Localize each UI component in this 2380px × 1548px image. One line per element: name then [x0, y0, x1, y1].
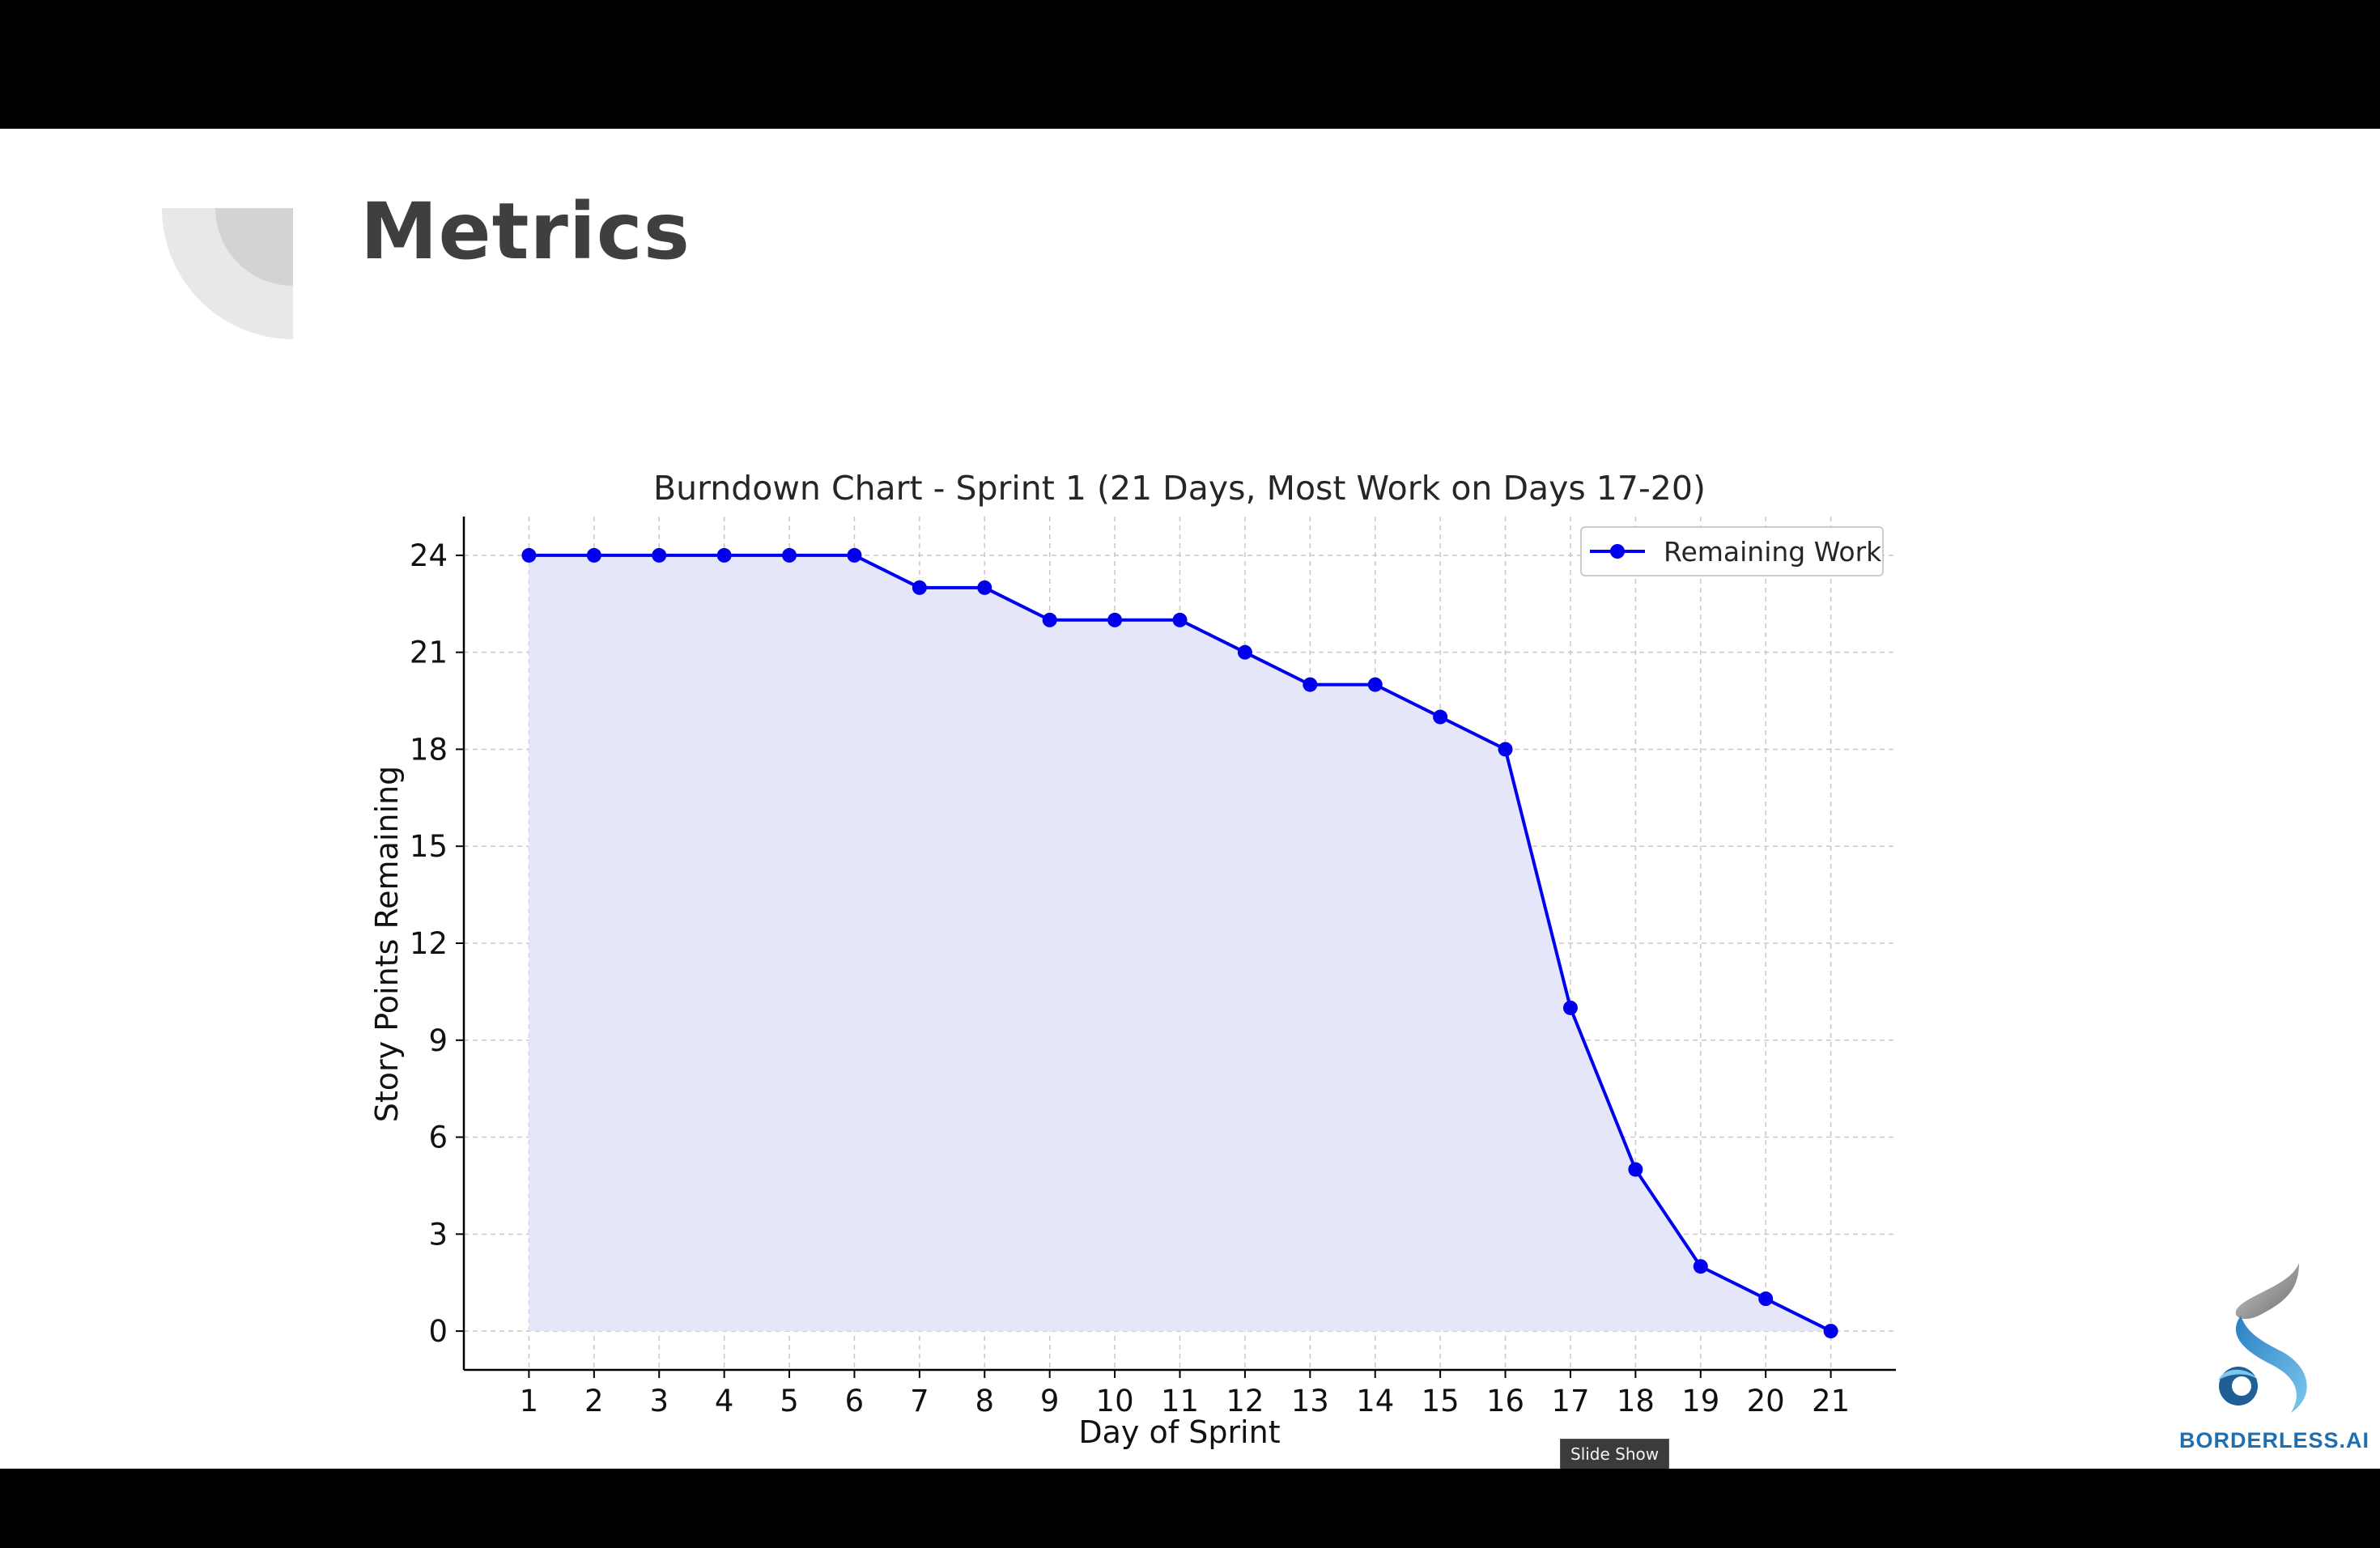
- x-tick-label-1: 1: [520, 1384, 539, 1418]
- x-tick-label-19: 19: [1681, 1384, 1719, 1418]
- x-tick-label-21: 21: [1812, 1384, 1850, 1418]
- legend: Remaining Work: [1580, 526, 1884, 576]
- y-tick-label-6: 6: [428, 1121, 448, 1155]
- chart-title: Burndown Chart - Sprint 1 (21 Days, Most…: [653, 469, 1706, 508]
- x-tick-label-13: 13: [1291, 1384, 1329, 1418]
- legend-marker-sample: [1610, 544, 1625, 559]
- data-point-day-4: [716, 547, 732, 563]
- data-point-day-21: [1823, 1324, 1838, 1339]
- y-tick-label-12: 12: [410, 926, 448, 961]
- data-point-day-9: [1042, 612, 1057, 627]
- y-tick-label-9: 9: [428, 1023, 448, 1058]
- data-point-day-8: [977, 580, 992, 595]
- data-point-day-2: [586, 547, 601, 563]
- y-tick-label-18: 18: [410, 732, 448, 767]
- data-point-day-20: [1758, 1291, 1774, 1307]
- data-point-day-6: [847, 547, 862, 563]
- y-tick-label-21: 21: [410, 636, 448, 670]
- top-letterbox-bar: [0, 0, 2380, 129]
- slide-show-tooltip: Slide Show: [1560, 1439, 1670, 1469]
- x-tick-label-8: 8: [975, 1384, 994, 1418]
- slide-title: Metrics: [360, 186, 691, 277]
- x-tick-label-15: 15: [1422, 1384, 1460, 1418]
- x-tick-label-4: 4: [715, 1384, 734, 1418]
- x-tick-label-16: 16: [1486, 1384, 1524, 1418]
- x-tick-label-6: 6: [845, 1384, 865, 1418]
- data-point-day-16: [1498, 742, 1513, 757]
- y-tick-label-0: 0: [428, 1314, 448, 1349]
- logo-text: BORDERLESS.AI: [2179, 1428, 2370, 1452]
- x-tick-label-3: 3: [649, 1384, 669, 1418]
- x-tick-label-12: 12: [1226, 1384, 1264, 1418]
- series-remaining-work: [521, 547, 1838, 1339]
- y-tick-label-15: 15: [410, 829, 448, 864]
- x-tick-label-2: 2: [584, 1384, 604, 1418]
- legend-label: Remaining Work: [1664, 536, 1882, 568]
- x-tick-label-18: 18: [1617, 1384, 1655, 1418]
- y-tick-label-24: 24: [410, 538, 448, 573]
- data-point-day-5: [782, 547, 797, 563]
- borderless-ai-logo-icon: [2218, 1263, 2307, 1413]
- data-point-day-15: [1433, 709, 1448, 725]
- x-tick-label-20: 20: [1747, 1384, 1785, 1418]
- x-tick-label-9: 9: [1040, 1384, 1060, 1418]
- legend-box: [1580, 526, 1884, 576]
- data-point-day-14: [1367, 677, 1383, 692]
- data-point-day-17: [1562, 1000, 1578, 1015]
- x-tick-label-11: 11: [1161, 1384, 1199, 1418]
- x-axis-label: Day of Sprint: [1078, 1414, 1280, 1450]
- data-point-day-1: [521, 547, 537, 563]
- data-point-day-13: [1303, 677, 1318, 692]
- x-tick-label-17: 17: [1551, 1384, 1589, 1418]
- data-point-day-18: [1628, 1162, 1643, 1177]
- x-tick-label-10: 10: [1096, 1384, 1134, 1418]
- data-point-day-11: [1172, 612, 1188, 627]
- data-point-day-3: [652, 547, 667, 563]
- data-point-day-7: [912, 580, 927, 595]
- x-tick-label-7: 7: [910, 1384, 929, 1418]
- y-tick-label-3: 3: [428, 1217, 448, 1252]
- y-axis-label: Story Points Remaining: [369, 766, 405, 1122]
- tick-labels: 1 2 3 4 5 6 7 8 9 10 11 12 13 14 15 16 17 18 19 20 210369121…: [410, 538, 1850, 1418]
- data-point-day-12: [1237, 644, 1252, 660]
- bottom-letterbox-bar: [0, 1469, 2380, 1548]
- x-tick-label-14: 14: [1356, 1384, 1394, 1418]
- decorative-quarter-circle-icon: [162, 208, 293, 339]
- data-point-day-19: [1693, 1259, 1708, 1274]
- x-tick-label-5: 5: [780, 1384, 799, 1418]
- data-point-day-10: [1107, 612, 1123, 627]
